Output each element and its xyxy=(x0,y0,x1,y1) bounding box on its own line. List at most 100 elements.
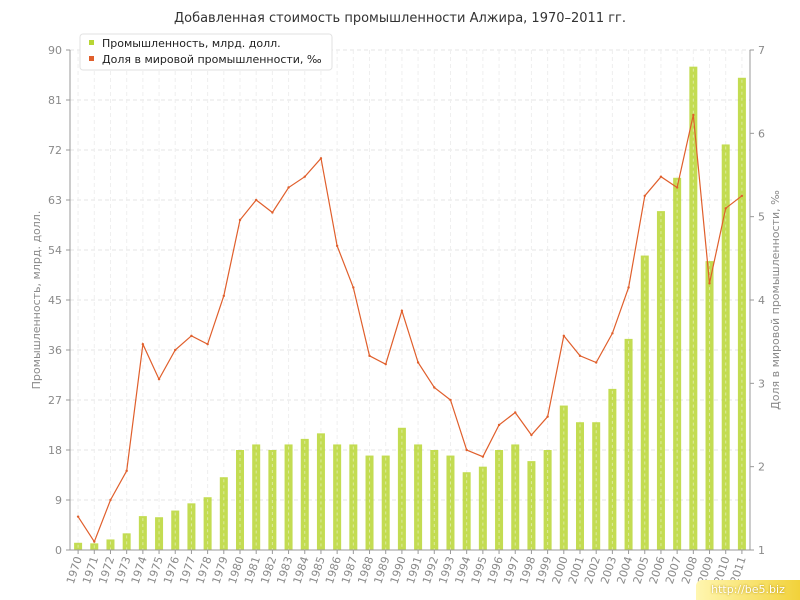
bar[interactable] xyxy=(592,422,601,550)
line-point[interactable] xyxy=(740,194,744,198)
line-point[interactable] xyxy=(254,198,258,202)
share-line[interactable] xyxy=(77,114,743,544)
y2-tick-label: 5 xyxy=(758,211,765,224)
line-point[interactable] xyxy=(238,218,242,222)
bar[interactable] xyxy=(300,438,309,550)
bar[interactable] xyxy=(187,503,196,550)
bar[interactable] xyxy=(543,450,552,550)
bar[interactable] xyxy=(608,388,617,550)
line-point[interactable] xyxy=(659,175,663,178)
bar[interactable] xyxy=(527,461,536,550)
watermark-link[interactable]: http://be5.biz xyxy=(696,580,800,600)
line-point[interactable] xyxy=(206,342,209,346)
bar[interactable] xyxy=(478,466,487,550)
line-point[interactable] xyxy=(433,386,436,389)
bar[interactable] xyxy=(495,450,504,550)
line-point[interactable] xyxy=(611,332,614,335)
bar[interactable] xyxy=(333,444,342,550)
bar[interactable] xyxy=(349,444,358,550)
bar[interactable] xyxy=(721,144,730,550)
bar[interactable] xyxy=(252,444,261,550)
bar[interactable] xyxy=(446,455,455,550)
line-point[interactable] xyxy=(141,342,145,346)
bar[interactable] xyxy=(737,77,746,551)
line-point[interactable] xyxy=(109,498,112,502)
bar[interactable] xyxy=(90,543,99,550)
line-point[interactable] xyxy=(222,294,226,298)
y-tick-label: 81 xyxy=(48,94,62,107)
chart-title: Добавленная стоимость промышленности Алж… xyxy=(174,11,626,26)
bar[interactable] xyxy=(640,255,649,551)
line-point[interactable] xyxy=(514,411,517,414)
bar[interactable] xyxy=(576,422,584,550)
bar[interactable] xyxy=(430,450,439,550)
left-axis-ticks: 0 9 18 27 36 45 54 63 72 81 90 xyxy=(48,44,70,557)
line-point[interactable] xyxy=(303,175,306,178)
bar[interactable] xyxy=(414,444,423,550)
bar[interactable] xyxy=(284,444,293,550)
line-point[interactable] xyxy=(319,157,323,160)
line-point[interactable] xyxy=(708,282,711,285)
y-tick-label: 18 xyxy=(48,444,62,457)
line-point[interactable] xyxy=(400,309,404,313)
line-point[interactable] xyxy=(449,398,452,402)
bar[interactable] xyxy=(511,444,520,550)
y-axis-title: Промышленность, млрд. долл. xyxy=(30,211,43,390)
bar[interactable] xyxy=(462,472,471,550)
line-point[interactable] xyxy=(643,194,646,198)
line-point[interactable] xyxy=(368,354,371,358)
legend[interactable]: Промышленность, млрд. долл. Доля в миров… xyxy=(79,33,333,71)
bar[interactable] xyxy=(397,427,406,550)
bar[interactable] xyxy=(122,533,131,550)
line-point[interactable] xyxy=(271,211,274,214)
bar[interactable] xyxy=(74,542,83,550)
y-tick-label: 63 xyxy=(48,194,62,207)
line-point[interactable] xyxy=(578,354,582,358)
bar[interactable] xyxy=(689,66,698,551)
line-point[interactable] xyxy=(335,244,339,248)
line-point[interactable] xyxy=(465,448,468,452)
line-point[interactable] xyxy=(546,415,549,418)
line-point[interactable] xyxy=(627,286,630,289)
bar[interactable] xyxy=(381,455,390,550)
legend-line-swatch xyxy=(89,56,94,61)
line-point[interactable] xyxy=(125,469,128,473)
line-point[interactable] xyxy=(530,433,533,437)
bar[interactable] xyxy=(705,261,714,550)
line-point[interactable] xyxy=(384,362,387,366)
bar[interactable] xyxy=(365,455,374,550)
right-axis-ticks: 1 2 3 4 5 6 7 xyxy=(750,44,765,557)
line-point[interactable] xyxy=(287,186,290,189)
bar[interactable] xyxy=(316,433,325,550)
bar[interactable] xyxy=(106,539,115,550)
bar[interactable] xyxy=(203,497,212,550)
bar[interactable] xyxy=(268,450,277,550)
line-point[interactable] xyxy=(190,334,193,338)
bar[interactable] xyxy=(559,405,568,550)
line-point[interactable] xyxy=(594,361,598,364)
line-point[interactable] xyxy=(481,455,485,458)
bar[interactable] xyxy=(673,177,682,550)
line-point[interactable] xyxy=(562,334,566,338)
bar[interactable] xyxy=(155,517,164,550)
y-tick-label: 54 xyxy=(48,244,62,257)
bar[interactable] xyxy=(624,338,633,550)
x-axis-ticks: 1970197119721973197419751976197719781979… xyxy=(64,550,749,586)
bar[interactable] xyxy=(171,510,180,550)
y-tick-label: 27 xyxy=(48,394,62,407)
line-point[interactable] xyxy=(93,540,96,543)
line-point[interactable] xyxy=(157,377,161,381)
bar[interactable] xyxy=(219,477,228,550)
line-point[interactable] xyxy=(174,348,177,352)
line-point[interactable] xyxy=(416,361,420,364)
line-point[interactable] xyxy=(724,207,727,210)
line-point[interactable] xyxy=(675,186,679,189)
bar[interactable] xyxy=(138,516,147,550)
line-point[interactable] xyxy=(76,515,80,518)
y2-tick-label: 7 xyxy=(758,44,765,57)
line-point[interactable] xyxy=(352,286,355,289)
line-point[interactable] xyxy=(497,423,501,427)
line-point[interactable] xyxy=(692,113,695,117)
bar[interactable] xyxy=(656,211,665,550)
bar[interactable] xyxy=(236,450,244,550)
